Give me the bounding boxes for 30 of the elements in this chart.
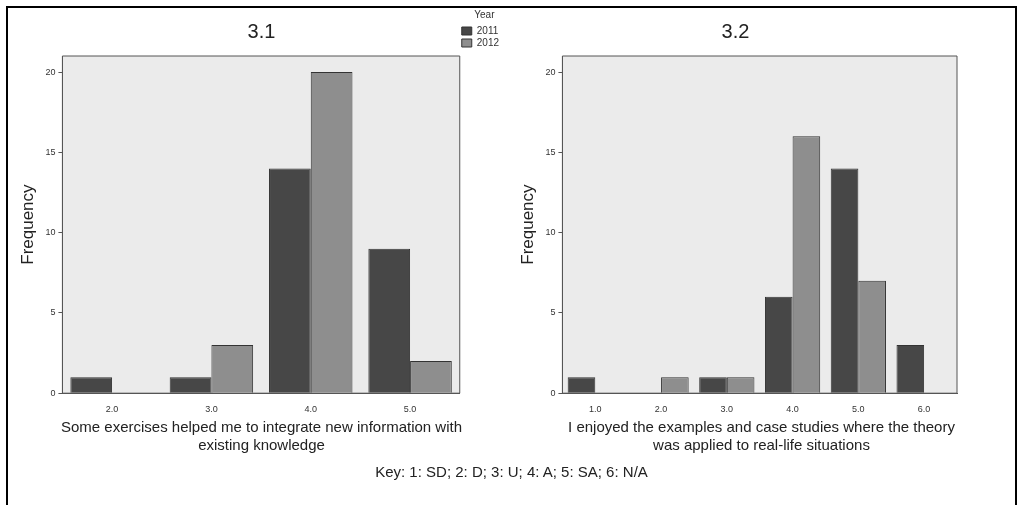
x-tick-label: 1.0 <box>589 404 602 415</box>
x-tick-label: 3.0 <box>720 404 734 415</box>
x-axis-title: Some exercises helped me to integrate new information with existing knowledge <box>59 418 463 454</box>
chart-title: 3.1 <box>247 19 276 42</box>
x-tick-label: 2.0 <box>654 404 668 415</box>
x-tick-label: 2.0 <box>105 404 119 415</box>
y-tick-label: 5 <box>50 307 56 318</box>
y-tick-label: 10 <box>545 227 556 238</box>
y-tick-label: 5 <box>550 307 556 318</box>
y-tick-label: 20 <box>45 66 56 77</box>
x-tick-label: 6.0 <box>917 404 931 415</box>
legend-label: 2011 <box>476 24 499 36</box>
legend-label: 2012 <box>476 36 500 48</box>
y-axis-title: Frequency <box>17 183 37 265</box>
x-tick-label: 4.0 <box>304 404 318 415</box>
y-tick-label: 20 <box>545 66 556 77</box>
x-tick-label: 5.0 <box>403 404 417 415</box>
x-tick-label: 5.0 <box>852 404 865 415</box>
y-tick-label: 15 <box>45 146 56 157</box>
text: Key: 1: SD; 2: D; 3: U; 4: A; 5: SA; 6: N/A <box>374 463 649 480</box>
y-axis-title: Frequency <box>517 183 537 265</box>
y-tick-label: 10 <box>45 227 56 238</box>
x-axis-title: I enjoyed the examples and case studies where the theory was applied to real-life situations <box>567 418 956 454</box>
y-tick-label: 0 <box>50 387 56 398</box>
legend-title: Year <box>474 8 496 20</box>
chart-title: 3.2 <box>721 19 750 42</box>
y-tick-label: 0 <box>550 387 556 398</box>
x-tick-label: 4.0 <box>786 404 799 415</box>
x-tick-label: 3.0 <box>205 404 218 415</box>
y-tick-label: 15 <box>545 146 556 157</box>
